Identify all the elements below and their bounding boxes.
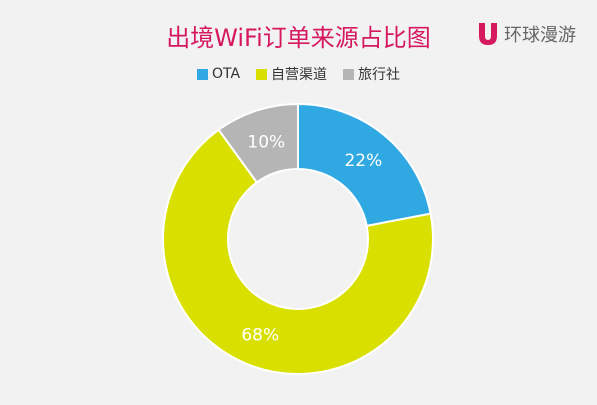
legend-label: 旅行社 xyxy=(358,67,401,83)
legend-swatch xyxy=(196,68,208,80)
legend-swatch xyxy=(343,68,355,80)
brand-name: 环球漫游 xyxy=(504,25,576,46)
brand: 环球漫游 xyxy=(478,21,576,47)
legend-item-travel-agency: 旅行社 xyxy=(343,64,400,84)
legend-label: OTA xyxy=(211,66,241,82)
slice-label-travel-agency: 10% xyxy=(247,133,285,153)
legend-item-ota: OTA xyxy=(196,66,241,82)
slice-travel-agency xyxy=(217,102,299,184)
slice-self-operated xyxy=(162,128,434,375)
slice-ota xyxy=(297,102,432,228)
legend-label: 自营渠道 xyxy=(271,67,328,83)
chart-legend: OTA 自营渠道 旅行社 xyxy=(0,64,597,84)
legend-swatch xyxy=(256,68,268,80)
legend-item-self-operated: 自营渠道 xyxy=(256,64,327,84)
page-title: 出境WiFi订单来源占比图 xyxy=(166,24,431,52)
slice-label-self-operated: 68% xyxy=(241,325,279,345)
u-logo-icon xyxy=(479,23,497,45)
slice-label-ota: 22% xyxy=(344,151,382,171)
